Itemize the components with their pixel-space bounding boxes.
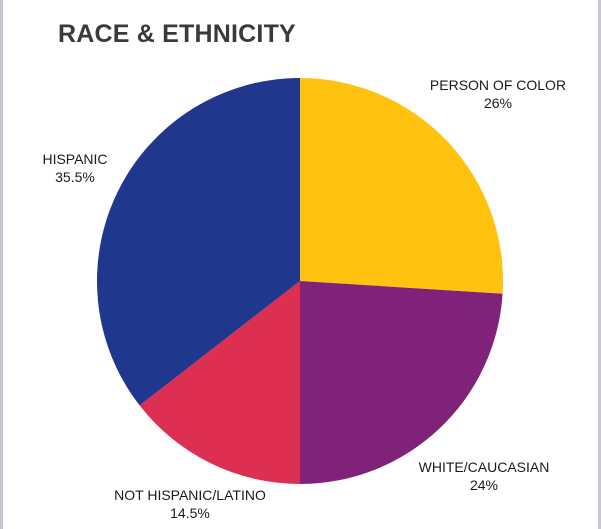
pie-slice-person-of-color <box>300 78 504 294</box>
slice-label: PERSON OF COLOR <box>430 77 566 93</box>
slice-value-label: 24% <box>470 477 498 493</box>
pie-slice-not-hispanic-latino <box>139 281 300 484</box>
slice-value-label: 14.5% <box>170 505 210 521</box>
pie-slice-hispanic <box>97 78 301 406</box>
slice-label: NOT HISPANIC/LATINO <box>114 487 266 503</box>
slice-label: HISPANIC <box>42 151 107 167</box>
pie-chart: PERSON OF COLOR 26% WHITE/CAUCASIAN 24% NOT … <box>42 77 566 521</box>
chart-title: RACE & ETHNICITY <box>58 20 296 48</box>
slice-value-label: 35.5% <box>55 169 95 185</box>
slice-value-label: 26% <box>484 95 512 111</box>
slice-label: WHITE/CAUCASIAN <box>419 459 550 475</box>
pie-slice-white-caucasian <box>300 281 503 484</box>
